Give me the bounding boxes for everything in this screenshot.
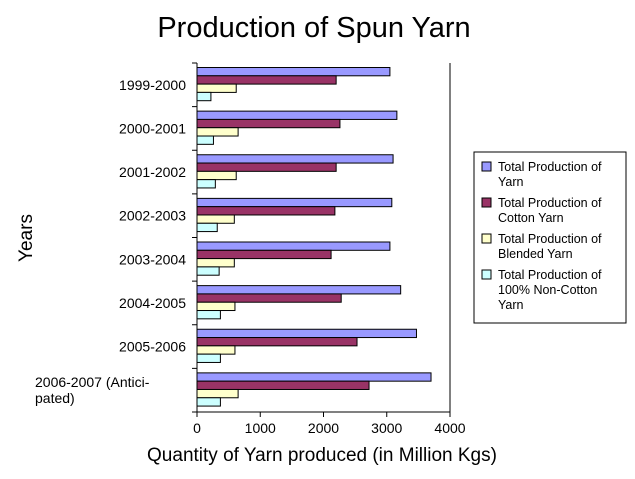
x-tick-label-3: 2000 xyxy=(308,420,339,436)
plot-area: 1999-2000 2000-2001 2001-2002 2002-2003 2003… xyxy=(35,62,466,436)
bar-2-5 xyxy=(196,249,332,260)
bar-2-1 xyxy=(196,75,337,85)
legend-label-3: Total Production of Blended Yarn xyxy=(498,232,602,261)
bar-3-3 xyxy=(196,170,237,181)
bar-4-1 xyxy=(196,91,212,102)
bar-4-8 xyxy=(196,397,221,407)
x-tick-label-4: 3000 xyxy=(371,420,402,436)
bar-4-7 xyxy=(196,353,221,363)
bar-3-2 xyxy=(196,127,239,137)
legend: Total Production of Yarn Total Production … xyxy=(473,151,627,324)
bar-1-7 xyxy=(196,328,417,339)
bar-3-6 xyxy=(196,301,236,312)
bar-3-1 xyxy=(196,83,237,93)
category-label-4: 2002-2003 xyxy=(119,208,186,224)
legend-label-1: Total Production of Yarn xyxy=(498,160,602,189)
bar-1-4 xyxy=(196,197,393,208)
bar-2-6 xyxy=(196,293,342,303)
bar-3-7 xyxy=(196,345,236,355)
legend-swatch-2 xyxy=(481,197,492,208)
bar-2-2 xyxy=(196,118,341,129)
bar-2-8 xyxy=(196,380,370,390)
chart-title: Production of Spun Yarn xyxy=(157,12,470,44)
x-tick-label-5: 4000 xyxy=(434,420,465,436)
category-label-2: 2000-2001 xyxy=(119,120,186,136)
legend-box xyxy=(473,151,627,324)
bar-4-2 xyxy=(196,135,214,145)
category-label-7: 2005-2006 xyxy=(119,339,186,355)
category-label-1: 1999-2000 xyxy=(119,77,186,93)
bar-2-4 xyxy=(196,206,336,216)
bar-4-6 xyxy=(196,310,221,320)
bar-2-3 xyxy=(196,162,337,172)
y-axis-title: Years xyxy=(16,214,37,262)
bar-1-1 xyxy=(196,67,391,77)
bar-1-8 xyxy=(196,372,432,382)
bar-3-8 xyxy=(196,388,239,399)
category-label-3: 2001-2002 xyxy=(119,164,186,180)
x-tick-label-2: 1000 xyxy=(245,420,276,436)
bar-4-4 xyxy=(196,222,218,233)
bar-4-3 xyxy=(196,179,216,189)
bar-1-5 xyxy=(196,241,391,251)
legend-label-4: Total Production of 100% Non-Cotton Yarn xyxy=(498,268,602,312)
category-label-6: 2004-2005 xyxy=(119,295,186,311)
legend-label-2: Total Production of Cotton Yarn xyxy=(498,196,602,225)
category-label-8: 2006-2007 (Antici-pated) xyxy=(35,374,150,406)
category-label-5: 2003-2004 xyxy=(119,251,186,267)
bar-3-5 xyxy=(196,258,235,268)
bar-1-3 xyxy=(196,154,394,164)
bar-1-6 xyxy=(196,285,402,295)
legend-swatch-1 xyxy=(481,161,492,172)
bar-4-5 xyxy=(196,266,220,276)
bar-2-7 xyxy=(196,337,358,347)
bar-1-2 xyxy=(196,110,398,120)
bar-3-4 xyxy=(196,214,235,224)
x-tick-label-1: 0 xyxy=(193,420,201,436)
x-axis-title: Quantity of Yarn produced (in Million Kg… xyxy=(147,445,497,466)
legend-swatch-3 xyxy=(481,233,492,244)
legend-swatch-4 xyxy=(481,269,492,280)
